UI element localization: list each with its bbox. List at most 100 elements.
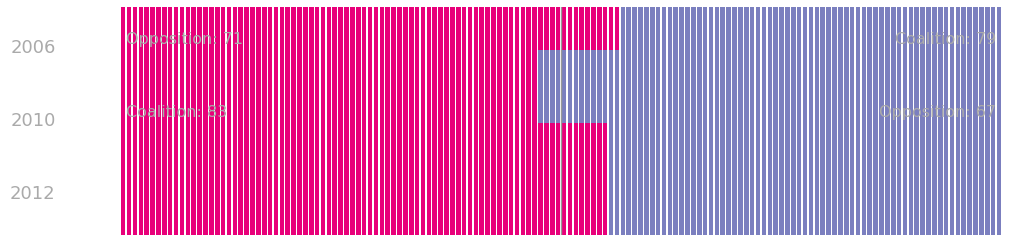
Bar xyxy=(174,0,178,119)
Bar xyxy=(544,123,549,242)
Bar xyxy=(451,0,455,119)
Bar xyxy=(562,123,566,242)
Bar xyxy=(586,123,590,242)
Bar xyxy=(156,51,161,191)
Bar xyxy=(397,0,401,119)
Bar xyxy=(356,51,360,191)
Bar xyxy=(468,123,472,242)
Bar xyxy=(833,123,837,242)
Bar xyxy=(303,0,307,119)
Bar xyxy=(162,0,167,119)
Bar xyxy=(245,123,249,242)
Bar xyxy=(497,123,502,242)
Bar xyxy=(215,51,219,191)
Bar xyxy=(627,51,631,191)
Bar xyxy=(391,0,396,119)
Bar xyxy=(621,0,625,119)
Bar xyxy=(556,0,560,119)
Bar xyxy=(991,0,995,119)
Bar xyxy=(539,123,543,242)
Bar xyxy=(580,51,584,191)
Bar xyxy=(121,51,126,191)
Bar xyxy=(432,0,437,119)
Bar xyxy=(127,123,131,242)
Bar xyxy=(679,51,684,191)
Bar xyxy=(908,123,913,242)
Bar xyxy=(333,51,337,191)
Bar xyxy=(914,51,920,191)
Bar xyxy=(215,0,219,119)
Bar xyxy=(597,123,602,242)
Bar xyxy=(344,0,349,119)
Bar xyxy=(438,51,443,191)
Bar xyxy=(679,0,684,119)
Bar xyxy=(168,123,172,242)
Bar xyxy=(191,51,196,191)
Bar xyxy=(497,51,502,191)
Bar xyxy=(850,51,854,191)
Bar xyxy=(368,0,373,119)
Bar xyxy=(797,123,802,242)
Bar xyxy=(632,0,637,119)
Bar xyxy=(385,123,390,242)
Bar xyxy=(756,123,761,242)
Bar xyxy=(368,123,373,242)
Bar xyxy=(162,51,167,191)
Bar xyxy=(867,123,872,242)
Bar xyxy=(250,51,255,191)
Bar xyxy=(562,0,566,119)
Bar xyxy=(903,123,907,242)
Bar xyxy=(539,0,543,119)
Bar xyxy=(286,123,290,242)
Bar xyxy=(762,51,766,191)
Bar xyxy=(532,0,537,119)
Bar xyxy=(791,0,796,119)
Text: Opposition: 71: Opposition: 71 xyxy=(126,32,244,47)
Bar xyxy=(814,0,819,119)
Bar xyxy=(738,0,742,119)
Bar xyxy=(451,123,455,242)
Bar xyxy=(174,51,178,191)
Bar xyxy=(550,51,555,191)
Bar xyxy=(897,123,901,242)
Bar xyxy=(409,0,414,119)
Bar xyxy=(844,0,849,119)
Bar xyxy=(962,123,966,242)
Bar xyxy=(314,0,319,119)
Bar xyxy=(833,51,837,191)
Bar xyxy=(262,51,266,191)
Bar xyxy=(280,51,285,191)
Bar xyxy=(314,51,319,191)
Bar xyxy=(297,51,302,191)
Bar xyxy=(873,0,878,119)
Bar xyxy=(350,123,354,242)
Bar xyxy=(292,51,296,191)
Bar xyxy=(814,123,819,242)
Bar xyxy=(268,123,272,242)
Bar xyxy=(768,123,772,242)
Bar xyxy=(985,0,989,119)
Bar xyxy=(462,0,466,119)
Bar xyxy=(655,123,660,242)
Bar xyxy=(726,123,731,242)
Bar xyxy=(179,0,184,119)
Bar xyxy=(427,51,431,191)
Bar xyxy=(327,123,331,242)
Bar xyxy=(286,0,290,119)
Bar xyxy=(374,51,378,191)
Bar xyxy=(979,51,984,191)
Bar xyxy=(685,0,690,119)
Bar xyxy=(144,0,148,119)
Bar xyxy=(356,123,360,242)
Bar xyxy=(185,51,190,191)
Bar xyxy=(321,123,326,242)
Bar xyxy=(327,51,331,191)
Bar xyxy=(814,51,819,191)
Bar xyxy=(397,123,401,242)
Bar xyxy=(397,51,401,191)
Bar xyxy=(732,51,737,191)
Bar xyxy=(138,123,143,242)
Bar xyxy=(432,123,437,242)
Bar xyxy=(162,123,167,242)
Bar xyxy=(497,0,502,119)
